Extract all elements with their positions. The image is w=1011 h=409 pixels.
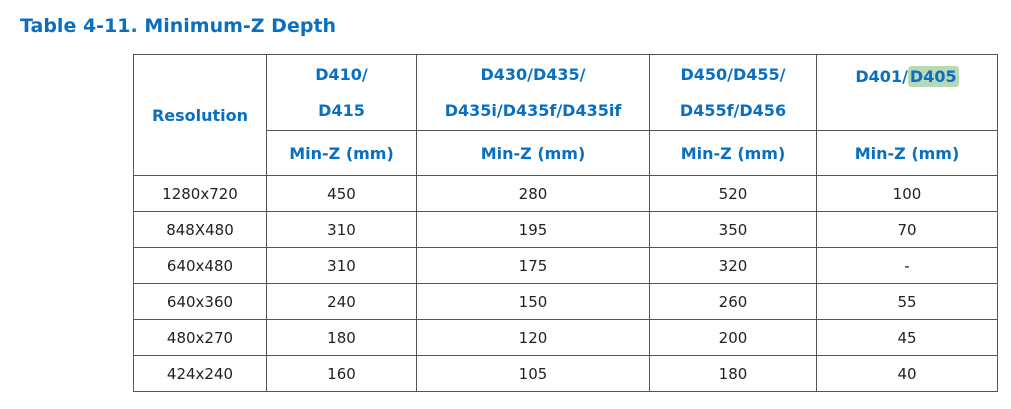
min-z-cell: 260: [649, 283, 817, 320]
model-header-d430-d435: D430/D435/ D435i/D435f/D435if: [416, 54, 650, 131]
min-z-cell: 180: [649, 355, 817, 392]
highlighted-model-text: D405: [907, 66, 959, 87]
model-header-d450-d455: D450/D455/ D455f/D456: [649, 54, 817, 131]
resolution-cell: 640x480: [133, 247, 267, 284]
min-z-cell: -: [816, 247, 998, 284]
table-row: 424x240 160 105 180 40: [133, 355, 998, 392]
unit-header: Min-Z (mm): [416, 130, 650, 176]
min-z-cell: 280: [416, 175, 650, 212]
resolution-cell: 848X480: [133, 211, 267, 248]
min-z-cell: 350: [649, 211, 817, 248]
min-z-cell: 55: [816, 283, 998, 320]
min-z-cell: 180: [266, 319, 417, 356]
model-header-line: D435i/D435f/D435if: [444, 100, 622, 120]
model-header-d401-d405: D401/D405: [816, 54, 998, 131]
model-header-prefix: D401/: [855, 67, 908, 86]
min-z-depth-table: Resolution D410/ D415 D430/D435/ D435i/D…: [133, 54, 998, 392]
unit-header: Min-Z (mm): [649, 130, 817, 176]
min-z-cell: 175: [416, 247, 650, 284]
unit-header: Min-Z (mm): [816, 130, 998, 176]
min-z-cell: 320: [649, 247, 817, 284]
unit-header: Min-Z (mm): [266, 130, 417, 176]
table-row: 480x270 180 120 200 45: [133, 319, 998, 356]
table-row: 848X480 310 195 350 70: [133, 211, 998, 248]
resolution-cell: 640x360: [133, 283, 267, 320]
table-row: 1280x720 450 280 520 100: [133, 175, 998, 212]
min-z-cell: 310: [266, 211, 417, 248]
resolution-cell: 424x240: [133, 355, 267, 392]
min-z-cell: 70: [816, 211, 998, 248]
min-z-cell: 120: [416, 319, 650, 356]
min-z-cell: 105: [416, 355, 650, 392]
min-z-cell: 195: [416, 211, 650, 248]
min-z-cell: 200: [649, 319, 817, 356]
model-header-line: D450/D455/: [680, 64, 786, 84]
table-caption: Table 4-11. Minimum-Z Depth: [20, 15, 337, 37]
model-header-line: D455f/D456: [679, 100, 787, 120]
model-header-line: D415: [318, 100, 365, 120]
min-z-cell: 160: [266, 355, 417, 392]
table-row: 640x360 240 150 260 55: [133, 283, 998, 320]
table-body: 1280x720 450 280 520 100 848X480 310 195 350 70 64…: [133, 175, 998, 392]
min-z-cell: 45: [816, 319, 998, 356]
min-z-cell: 150: [416, 283, 650, 320]
model-header-line: D410/: [315, 64, 368, 84]
min-z-cell: 100: [816, 175, 998, 212]
resolution-cell: 1280x720: [133, 175, 267, 212]
model-header-line: D430/D435/: [480, 64, 586, 84]
min-z-cell: 40: [816, 355, 998, 392]
min-z-cell: 450: [266, 175, 417, 212]
table-row: 640x480 310 175 320-: [133, 247, 998, 284]
model-header-d410-d415: D410/ D415: [266, 54, 417, 131]
min-z-cell: 310: [266, 247, 417, 284]
resolution-header: Resolution: [133, 54, 267, 176]
min-z-cell: 240: [266, 283, 417, 320]
resolution-cell: 480x270: [133, 319, 267, 356]
min-z-cell: 520: [649, 175, 817, 212]
